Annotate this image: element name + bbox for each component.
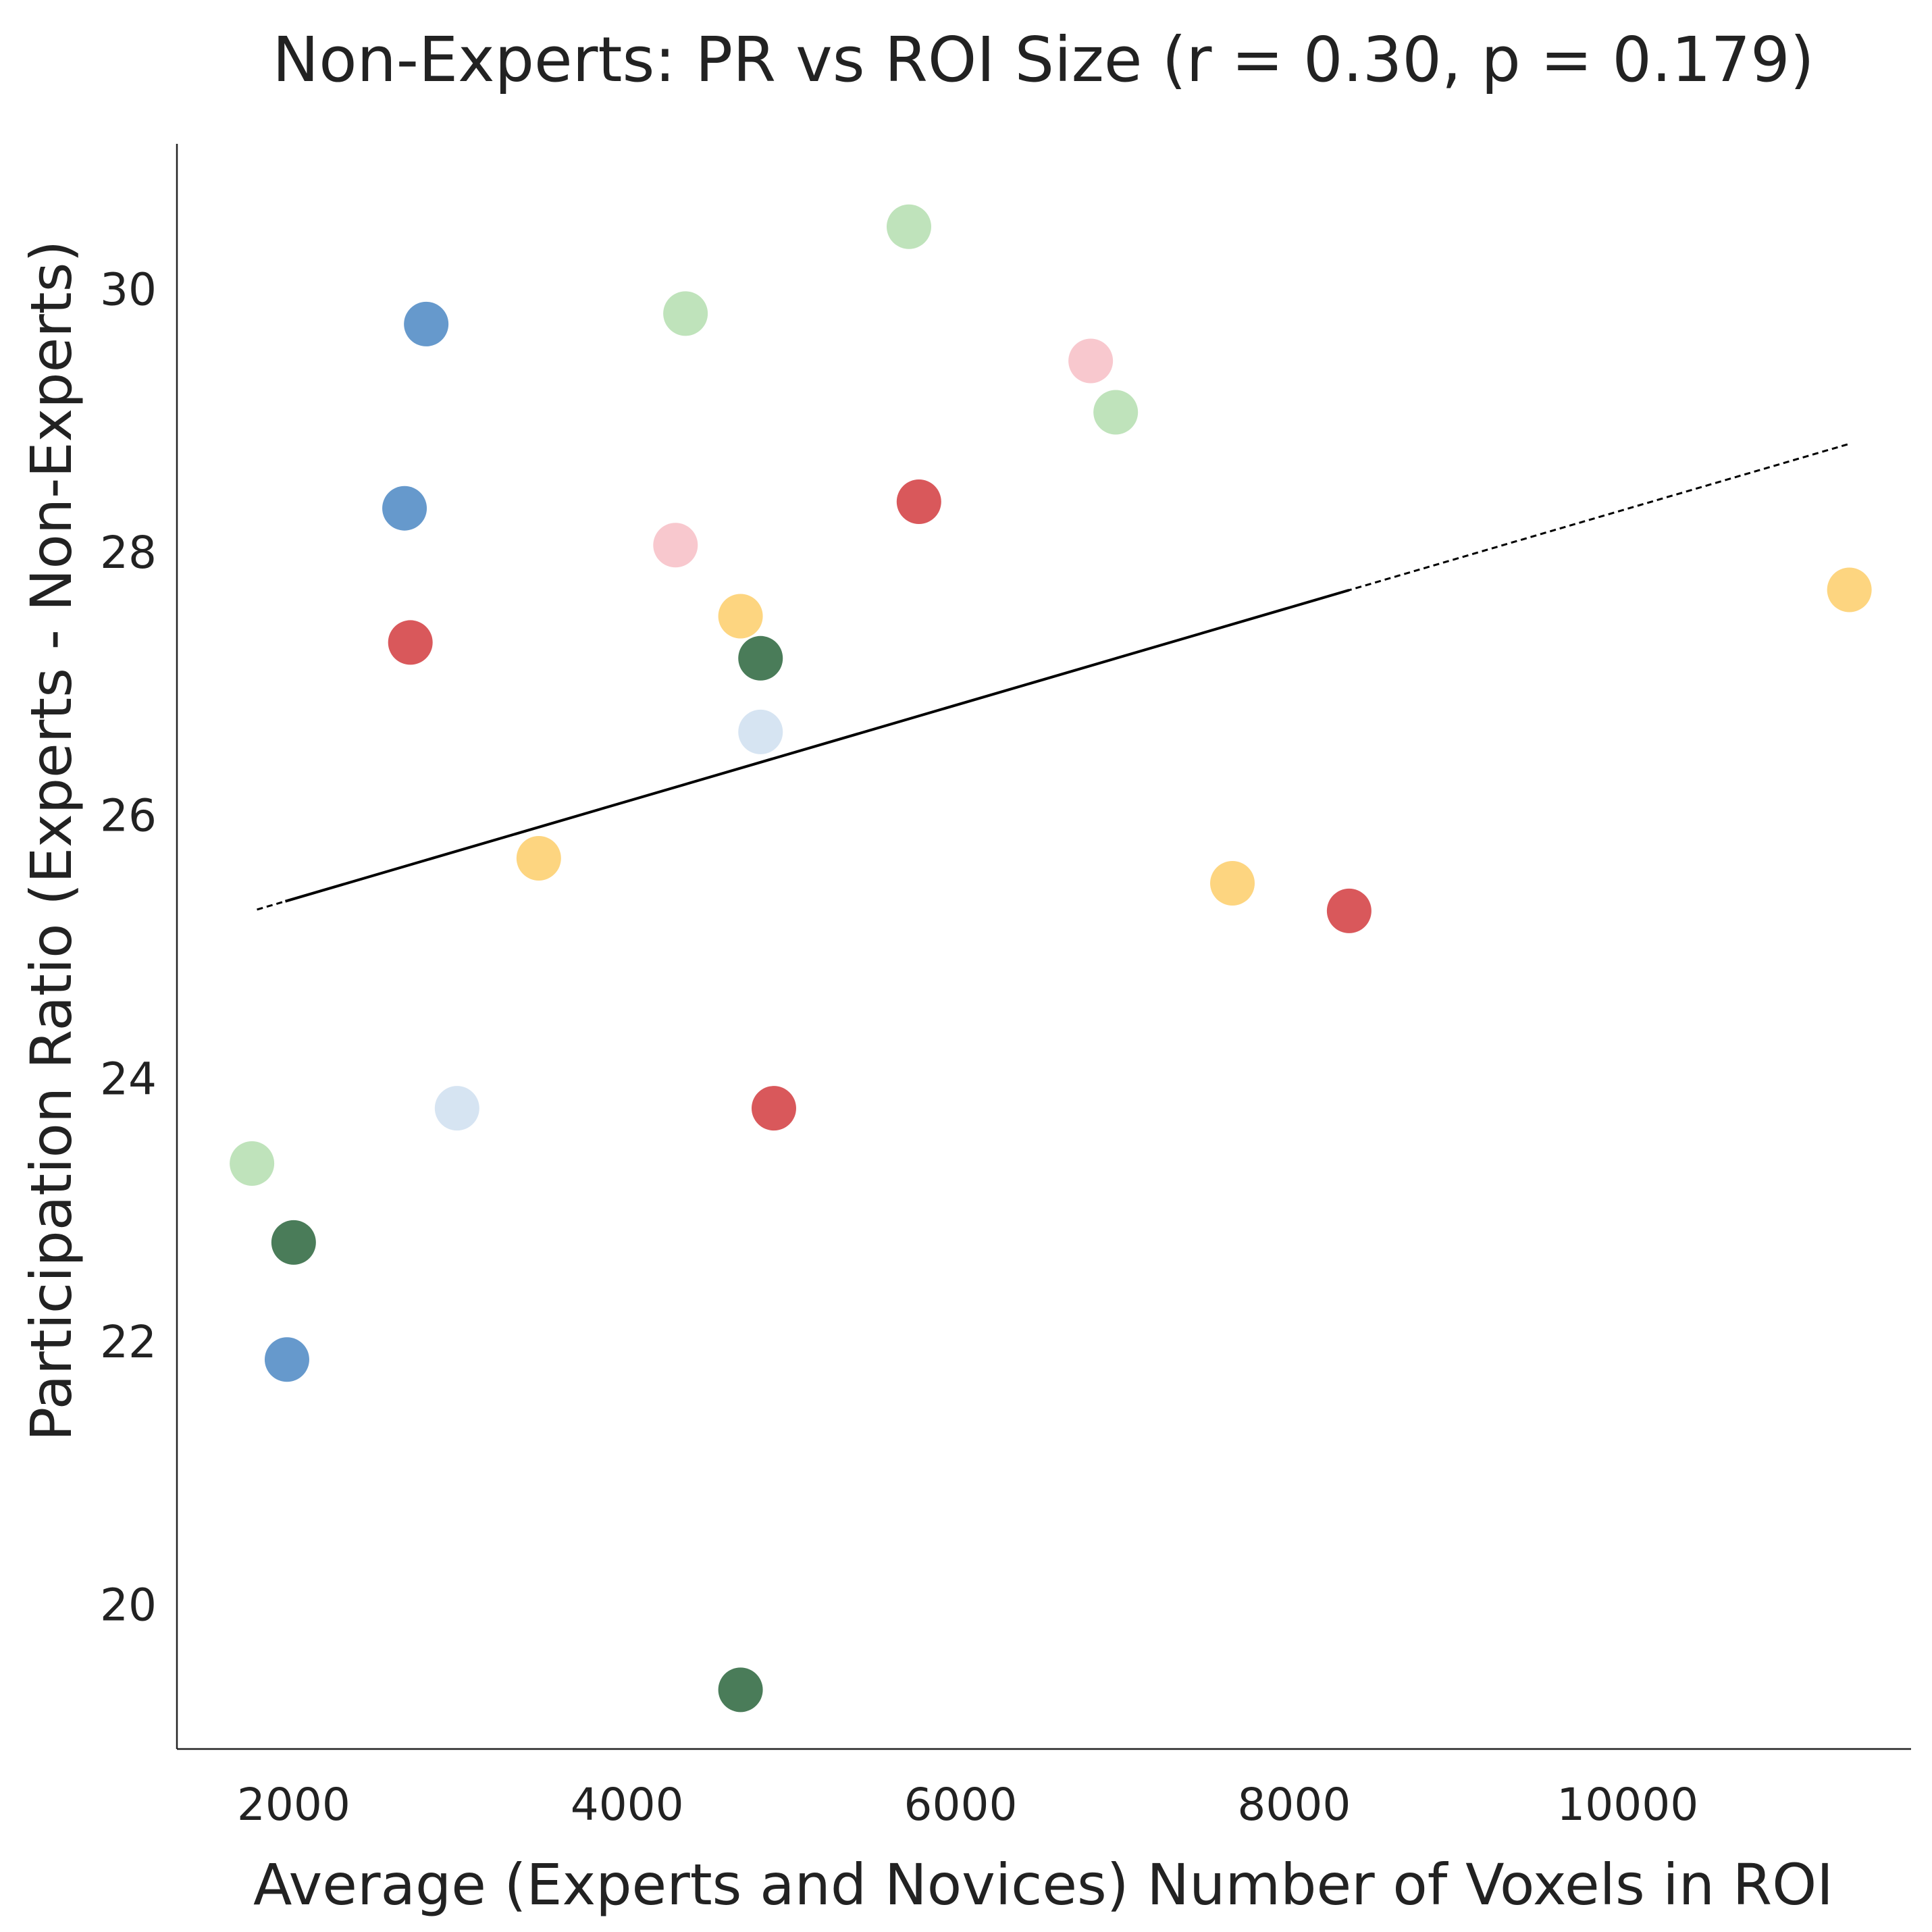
- y-tick-label: 26: [100, 790, 157, 842]
- data-point: [388, 620, 433, 665]
- y-tick-label: 28: [100, 527, 157, 579]
- data-point: [738, 709, 783, 754]
- data-point: [653, 523, 698, 568]
- data-point: [663, 291, 708, 336]
- x-tick-label: 4000: [571, 1779, 684, 1831]
- data-point: [886, 204, 931, 249]
- y-tick-label: 20: [100, 1579, 157, 1631]
- y-ticks: 20 22 24 26 28 30: [100, 263, 157, 1631]
- x-tick-label: 8000: [1237, 1779, 1351, 1831]
- regression-line-fit: [284, 588, 1350, 903]
- data-point: [434, 1086, 479, 1131]
- data-point: [271, 1220, 316, 1265]
- y-tick-label: 22: [100, 1316, 157, 1368]
- data-point: [1210, 860, 1255, 906]
- x-ticks: 2000 4000 6000 8000 10000: [237, 1779, 1698, 1831]
- data-point: [738, 635, 783, 681]
- data-point: [718, 1667, 763, 1713]
- data-point: [230, 1141, 275, 1186]
- data-point: [1093, 390, 1139, 435]
- x-tick-label: 6000: [904, 1779, 1018, 1831]
- y-axis-label: Participation Ratio (Experts - Non-Exper…: [18, 240, 84, 1442]
- y-tick-label: 24: [100, 1053, 157, 1105]
- regression-line: [257, 442, 1850, 911]
- chart-title: Non-Experts: PR vs ROI Size (r = 0.30, p…: [272, 24, 1814, 96]
- data-point: [404, 301, 449, 346]
- x-tick-label: 10000: [1557, 1779, 1698, 1831]
- data-point: [751, 1086, 796, 1131]
- data-points: [230, 204, 1872, 1713]
- data-point: [718, 594, 763, 639]
- data-point: [516, 835, 561, 881]
- data-point: [896, 479, 941, 524]
- axes: [176, 144, 1911, 1750]
- y-tick-label: 30: [100, 263, 157, 315]
- data-point: [1068, 338, 1114, 384]
- x-axis-label: Average (Experts and Novices) Number of …: [253, 1852, 1833, 1918]
- x-tick-label: 2000: [237, 1779, 350, 1831]
- data-point: [382, 486, 427, 531]
- data-point: [1827, 567, 1872, 612]
- data-point: [1326, 888, 1372, 933]
- data-point: [264, 1337, 309, 1382]
